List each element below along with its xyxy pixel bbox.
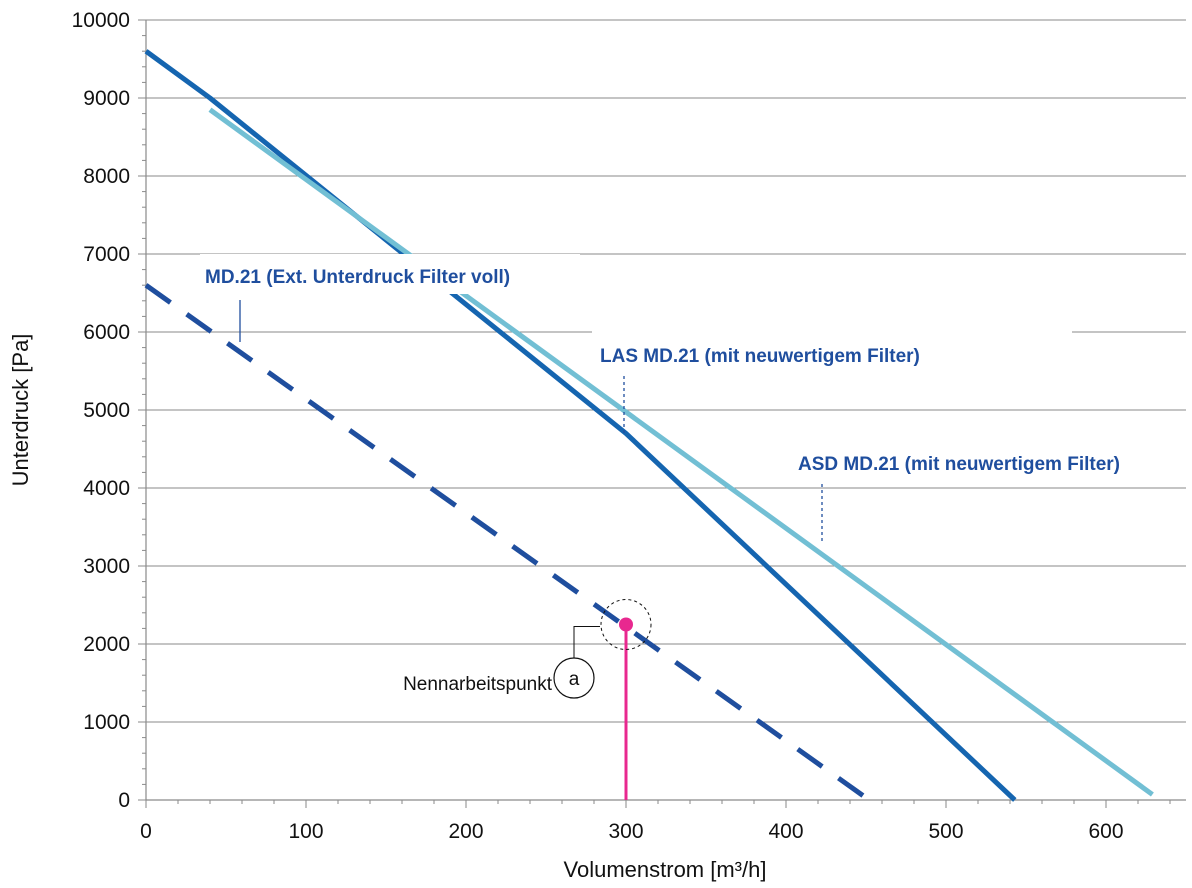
x-tick-label: 200 [448, 820, 483, 843]
operating-point-letter: a [569, 669, 580, 690]
y-tick-label: 9000 [83, 87, 130, 110]
operating-point-group: a Nennarbeitspunkt [403, 599, 652, 800]
label-las-md21-backing [592, 330, 1072, 372]
label-asd-md21-backing [790, 440, 1192, 482]
x-tick-label: 100 [288, 820, 323, 843]
operating-point-marker [619, 617, 633, 632]
label-las-md21: LAS MD.21 (mit neuwertigem Filter) [600, 346, 920, 367]
operating-point-leader [573, 626, 600, 658]
y-tick-label: 2000 [83, 633, 130, 656]
y-tick-label: 10000 [72, 9, 130, 32]
label-asd-md21: ASD MD.21 (mit neuwertigem Filter) [798, 454, 1120, 475]
y-tick-label: 1000 [83, 711, 130, 734]
x-axis-ticks: 0 100 200 300 400 500 600 [140, 800, 1171, 843]
x-tick-label: 300 [608, 820, 643, 843]
x-tick-label: 600 [1088, 820, 1123, 843]
series-lines [144, 49, 1154, 803]
y-axis-title: Unterdruck [Pa] [8, 334, 33, 487]
label-md21-ext-filter-voll: MD.21 (Ext. Unterdruck Filter voll) [205, 267, 510, 288]
operating-point-label: Nennarbeitspunkt [403, 674, 553, 695]
y-tick-label: 7000 [83, 243, 130, 266]
asd-md21-line [208, 107, 1154, 797]
y-tick-label: 0 [118, 789, 130, 812]
y-tick-label: 4000 [83, 477, 130, 500]
y-tick-label: 6000 [83, 321, 130, 344]
x-axis-title: Volumenstrom [m³/h] [564, 857, 767, 882]
y-tick-label: 5000 [83, 399, 130, 422]
series-labels: MD.21 (Ext. Unterdruck Filter voll) LAS M… [200, 254, 1192, 544]
x-tick-label: 400 [768, 820, 803, 843]
operating-point-letter-circle [553, 657, 595, 699]
y-axis-ticks: 0 1000 2000 3000 4000 5000 6000 7000 8000 9000 100… [72, 9, 146, 812]
x-tick-label: 500 [928, 820, 963, 843]
x-tick-label: 0 [140, 820, 152, 843]
y-tick-label: 3000 [83, 555, 130, 578]
label-md21-ext-filter-voll-backing [200, 254, 580, 294]
y-tick-label: 8000 [83, 165, 130, 188]
operating-point-highlight-circle [600, 599, 652, 650]
